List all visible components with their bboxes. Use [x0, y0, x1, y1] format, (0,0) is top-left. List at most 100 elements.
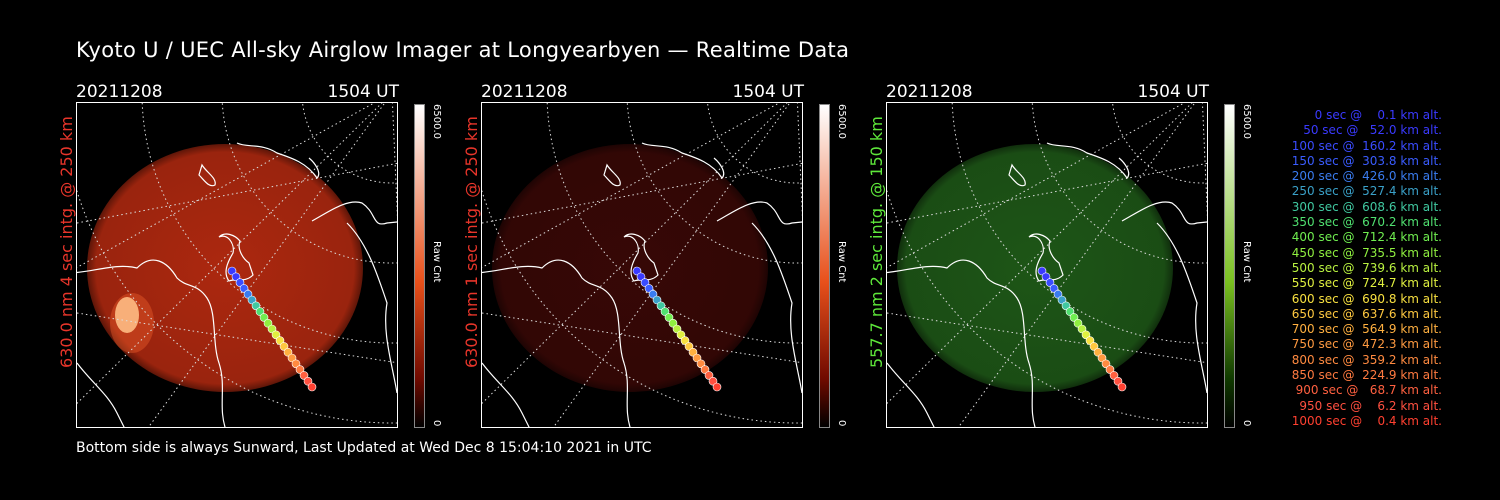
colorbar-max-label: 6500.0	[836, 104, 847, 139]
colorbar-min-label: 0	[836, 420, 847, 427]
longitude-grid-line	[77, 312, 397, 364]
panel-time: 1504 UT	[732, 82, 805, 102]
panel-date: 20211208	[76, 82, 163, 102]
legend-row: 500 sec @ 739.6 km alt.	[1287, 260, 1442, 275]
longitude-grid-line	[482, 103, 780, 269]
legend-row: 400 sec @ 712.4 km alt.	[1287, 230, 1442, 245]
panel-time: 1504 UT	[1137, 82, 1210, 102]
colorbar-unit-label: Raw Cnt	[1241, 241, 1252, 283]
coastline	[346, 222, 397, 394]
latitude-grid-line	[887, 189, 1207, 424]
legend-row: 50 sec @ 52.0 km alt.	[1295, 123, 1442, 138]
trajectory-point	[712, 382, 722, 392]
longitude-grid-line	[553, 103, 791, 427]
longitude-grid-line	[148, 103, 386, 427]
longitude-grid-line	[482, 162, 802, 224]
coastline	[236, 142, 320, 179]
colorbar-max-label: 6500.0	[431, 104, 442, 139]
colorbar-unit-label: Raw Cnt	[836, 241, 847, 283]
coastline	[1121, 201, 1207, 225]
longitude-grid-line	[77, 162, 397, 224]
legend-row: 1000 sec @ 0.4 km alt.	[1291, 413, 1442, 428]
legend-row: 550 sec @ 724.7 km alt.	[1287, 276, 1442, 291]
latitude-grid-line	[141, 103, 397, 344]
allsky-image	[887, 103, 1207, 427]
legend-row: 950 sec @ 6.2 km alt.	[1295, 398, 1442, 413]
allsky-image	[77, 103, 397, 427]
coastline	[641, 142, 725, 179]
airglow-disk	[492, 144, 768, 392]
longitude-grid-line	[77, 103, 375, 269]
panel-date: 20211208	[886, 82, 973, 102]
longitude-grid-line	[482, 312, 802, 364]
latitude-grid-line	[626, 103, 802, 264]
footer-status: Bottom side is always Sunward, Last Upda…	[76, 440, 652, 456]
legend-row: 850 sec @ 224.9 km alt.	[1287, 368, 1442, 383]
legend-row: 750 sec @ 472.3 km alt.	[1287, 337, 1442, 352]
legend-row: 650 sec @ 637.6 km alt.	[1287, 306, 1442, 321]
latitude-grid-line	[707, 103, 802, 184]
colorbar-max-label: 6500.0	[1241, 104, 1252, 139]
legend-row: 450 sec @ 735.5 km alt.	[1287, 245, 1442, 260]
panel-time: 1504 UT	[327, 82, 400, 102]
legend-row: 800 sec @ 359.2 km alt.	[1287, 352, 1442, 367]
latitude-grid-line	[77, 189, 397, 424]
coastline	[1046, 142, 1130, 179]
colorbar-min-label: 0	[1241, 420, 1252, 427]
legend-row: 150 sec @ 303.8 km alt.	[1287, 153, 1442, 168]
coastline	[603, 163, 621, 187]
airglow-disk	[87, 144, 363, 392]
legend-row: 250 sec @ 527.4 km alt.	[1287, 184, 1442, 199]
legend-row: 100 sec @ 160.2 km alt.	[1287, 138, 1442, 153]
latitude-grid-line	[546, 103, 802, 344]
coastline	[1008, 163, 1026, 187]
legend-row: 900 sec @ 68.7 km alt.	[1291, 383, 1442, 398]
longitude-grid-line	[958, 103, 1196, 427]
colorbar-min-label: 0	[431, 420, 442, 427]
aurora-bright-spot	[115, 297, 139, 333]
coastline	[887, 362, 935, 427]
trajectory-legend: 0 sec @ 0.1 km alt. 50 sec @ 52.0 km alt…	[1262, 108, 1442, 429]
longitude-grid-line	[887, 162, 1207, 224]
page-title: Kyoto U / UEC All-sky Airglow Imager at …	[76, 38, 850, 62]
panel-date: 20211208	[481, 82, 568, 102]
coastline	[77, 259, 226, 427]
coastline	[887, 259, 1036, 427]
allsky-image	[482, 103, 802, 427]
coastline	[751, 222, 802, 394]
allsky-image-frame[interactable]	[481, 102, 803, 428]
latitude-grid-line	[302, 103, 397, 184]
legend-row: 700 sec @ 564.9 km alt.	[1287, 322, 1442, 337]
panel-side-label: 630.0 nm 1 sec intg. @ 250 km	[462, 116, 481, 368]
colorbar	[414, 104, 425, 428]
colorbar	[819, 104, 830, 428]
colorbar-unit-label: Raw Cnt	[431, 241, 442, 283]
legend-row: 300 sec @ 608.6 km alt.	[1287, 199, 1442, 214]
longitude-grid-line	[887, 312, 1207, 364]
legend-row: 0 sec @ 0.1 km alt.	[1303, 108, 1442, 122]
coastline	[716, 201, 802, 225]
longitude-grid-line	[482, 103, 788, 405]
trajectory-point	[307, 382, 317, 392]
legend-row: 350 sec @ 670.2 km alt.	[1287, 215, 1442, 230]
allsky-image-frame[interactable]	[76, 102, 398, 428]
longitude-grid-line	[887, 103, 1185, 269]
coastline	[311, 201, 397, 225]
latitude-grid-line	[221, 103, 397, 264]
latitude-grid-line	[951, 103, 1207, 344]
longitude-grid-line	[77, 103, 383, 405]
latitude-grid-line	[482, 189, 802, 424]
airglow-disk	[897, 144, 1173, 392]
panel-side-label: 630.0 nm 4 sec intg. @ 250 km	[57, 116, 76, 368]
longitude-grid-line	[887, 103, 1193, 405]
coastline	[482, 362, 530, 427]
panel-side-label: 557.7 nm 2 sec intg. @ 150 km	[867, 116, 886, 368]
legend-row: 200 sec @ 426.0 km alt.	[1287, 169, 1442, 184]
legend-row: 600 sec @ 690.8 km alt.	[1287, 291, 1442, 306]
coastline	[1156, 222, 1207, 394]
coastline	[198, 163, 216, 187]
trajectory-point	[1117, 382, 1127, 392]
coastline	[77, 362, 125, 427]
allsky-image-frame[interactable]	[886, 102, 1208, 428]
latitude-grid-line	[1031, 103, 1207, 264]
